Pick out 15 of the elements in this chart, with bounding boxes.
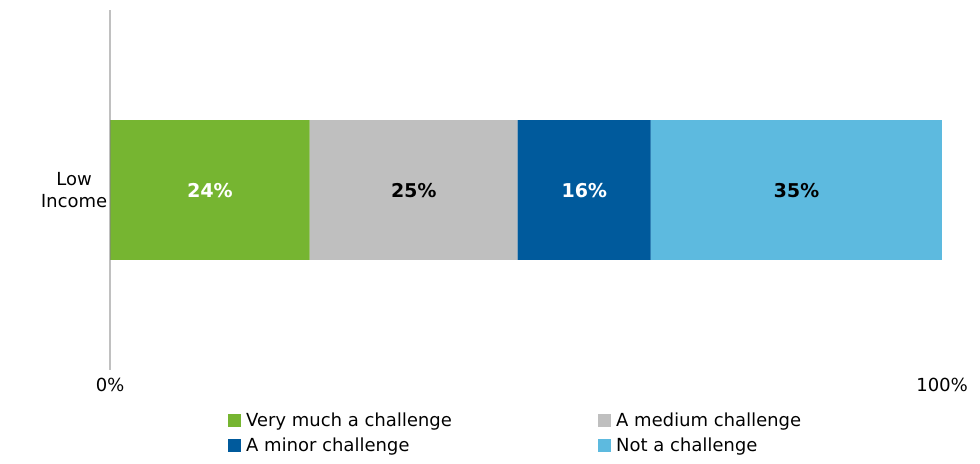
legend-label: A medium challenge [616, 410, 802, 431]
bar [650, 120, 942, 260]
y-tick-label: Low Income [40, 169, 108, 212]
data-label: 16% [562, 180, 607, 202]
bar [518, 120, 651, 260]
data-label: 24% [187, 180, 233, 202]
x-tick-label: 100% [916, 374, 968, 396]
bar [110, 120, 310, 260]
bar [310, 120, 518, 260]
legend-label: Not a challenge [616, 435, 758, 456]
data-label: 35% [774, 180, 820, 202]
legend-label: A minor challenge [246, 435, 410, 456]
x-tick-label: 0% [96, 374, 124, 396]
data-label: 25% [390, 180, 436, 202]
legend-label: Very much a challenge [246, 410, 452, 431]
